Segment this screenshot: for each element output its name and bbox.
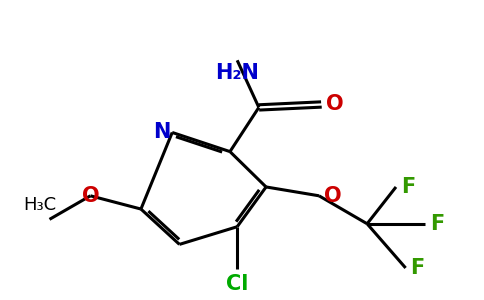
Text: O: O	[326, 94, 344, 115]
Text: O: O	[82, 186, 99, 206]
Text: H₃C: H₃C	[23, 196, 57, 214]
Text: H₂N: H₂N	[215, 63, 259, 83]
Text: F: F	[401, 177, 415, 197]
Text: N: N	[153, 122, 170, 142]
Text: O: O	[324, 186, 341, 206]
Text: F: F	[410, 258, 424, 278]
Text: Cl: Cl	[226, 274, 248, 294]
Text: F: F	[430, 214, 444, 234]
